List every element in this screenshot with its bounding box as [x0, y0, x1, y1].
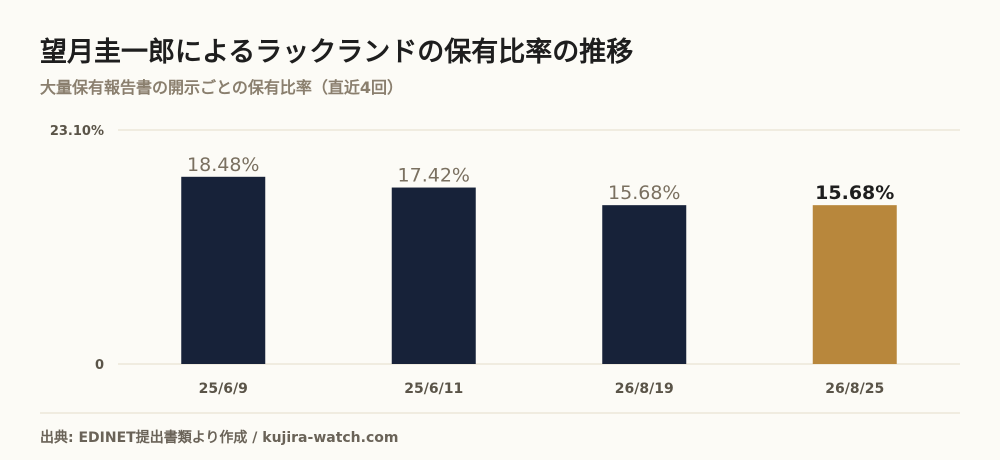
y-tick-label: 23.10%	[50, 124, 104, 139]
chart-title: 望月圭一郎によるラックランドの保有比率の推移	[40, 37, 634, 68]
x-tick-label: 26/8/19	[615, 381, 674, 397]
source-note: 出典: EDINET提出書類より作成 / kujira-watch.com	[40, 430, 399, 446]
x-tick-label: 25/6/11	[404, 381, 463, 397]
data-label: 18.48%	[187, 154, 259, 176]
data-label: 15.68%	[815, 182, 894, 204]
x-tick-label: 25/6/9	[199, 381, 248, 397]
y-tick-label: 0	[95, 358, 104, 373]
chart-subtitle: 大量保有報告書の開示ごとの保有比率（直近4回）	[40, 78, 403, 97]
bar	[391, 187, 476, 364]
data-label: 17.42%	[398, 165, 470, 187]
data-label: 15.68%	[608, 182, 680, 204]
bar	[181, 176, 266, 364]
x-tick-label: 26/8/25	[825, 381, 884, 397]
bar	[812, 205, 897, 364]
bar	[602, 205, 687, 364]
